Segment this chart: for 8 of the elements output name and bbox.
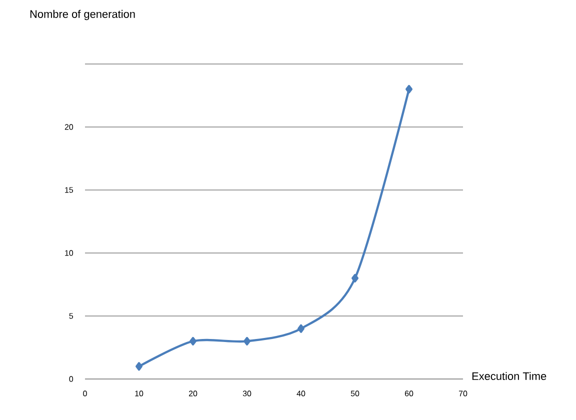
x-axis-title: Execution Time xyxy=(472,372,546,380)
point xyxy=(136,362,142,371)
point xyxy=(244,336,250,346)
point xyxy=(352,274,358,282)
point xyxy=(298,324,304,333)
y-axis-title: Nombre of generation xyxy=(30,10,135,20)
point xyxy=(190,336,196,346)
point xyxy=(406,84,412,94)
